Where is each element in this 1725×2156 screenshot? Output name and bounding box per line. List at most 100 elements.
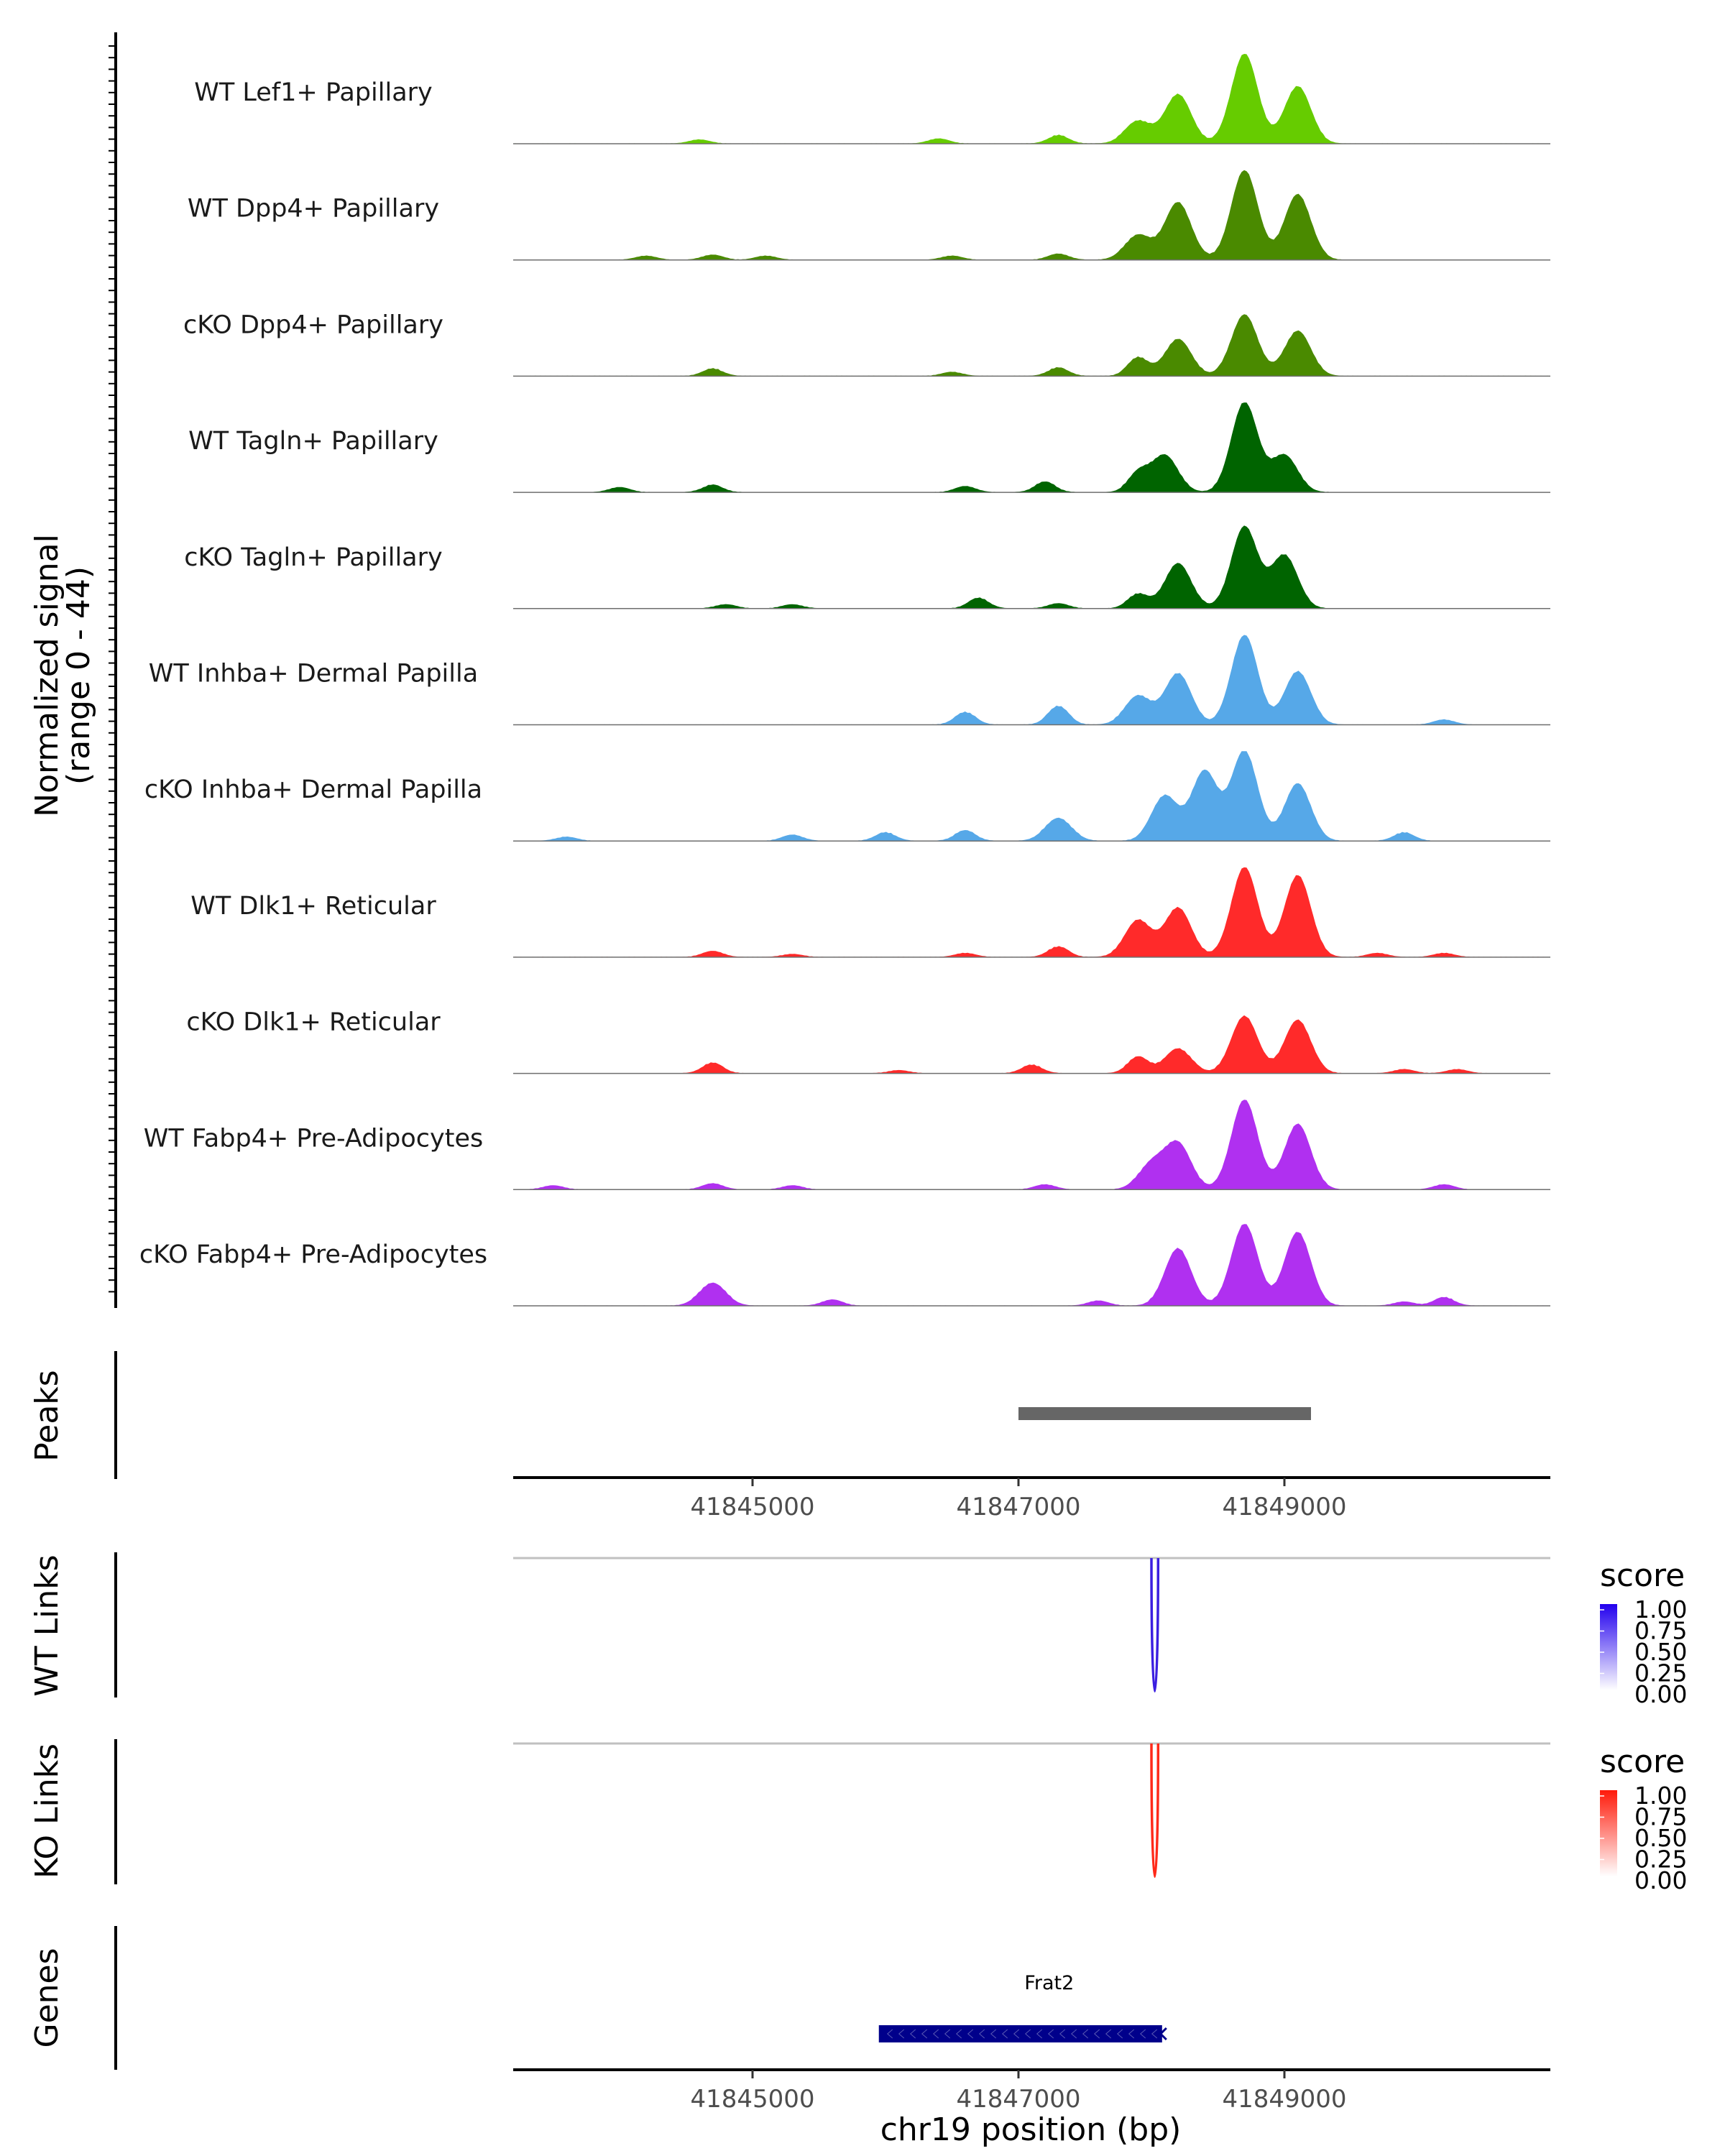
coverage-area — [513, 54, 1550, 144]
legend-tick-label: 0.00 — [1634, 1680, 1687, 1708]
coverage-tracks: WT Lef1+ Papillary WT Dpp4+ Papillary cKO … — [139, 54, 1550, 1307]
genes-track: Frat2 — [878, 1972, 1167, 2042]
coverage-track: WT Tagln+ Papillary — [188, 402, 1550, 493]
x-tick-label: 41845000 — [690, 1493, 814, 1521]
coverage-track: WT Dlk1+ Reticular — [190, 867, 1550, 958]
coverage-area — [513, 525, 1550, 609]
strand-chevron — [1082, 2029, 1089, 2039]
link-arc — [1150, 1557, 1160, 1692]
coverage-area — [513, 635, 1550, 725]
strand-chevron — [944, 2029, 951, 2039]
legend-tick-label: 0.75 — [1634, 1617, 1687, 1645]
strand-chevron — [955, 2029, 962, 2039]
legend-tick-label: 1.00 — [1634, 1595, 1687, 1623]
strand-chevron — [1151, 2029, 1158, 2039]
coverage-track: WT Inhba+ Dermal Papilla — [149, 635, 1550, 726]
coverage-area — [513, 867, 1550, 957]
coverage-track-label: cKO Tagln+ Papillary — [184, 543, 443, 572]
legend-colorbar — [1600, 1604, 1617, 1690]
wt-links-score-legend: score 1.000.750.500.250.00 — [1600, 1557, 1687, 1708]
strand-chevron — [898, 2029, 905, 2039]
coverage-area — [513, 170, 1550, 260]
coverage-track-label: WT Dlk1+ Reticular — [190, 892, 436, 921]
coverage-track-label: cKO Inhba+ Dermal Papilla — [144, 775, 482, 804]
strand-chevron — [1001, 2029, 1008, 2039]
coverage-area — [513, 1224, 1550, 1306]
coverage-track: cKO Dlk1+ Reticular — [186, 1008, 1550, 1074]
strand-chevron — [886, 2029, 893, 2039]
strand-chevron — [1116, 2029, 1123, 2039]
coverage-ylabel-line2: (range 0 - 44) — [60, 566, 97, 785]
gene-end-marker — [1159, 2027, 1167, 2041]
strand-chevron — [967, 2029, 974, 2039]
strand-chevron — [1093, 2029, 1100, 2039]
coverage-track-label: cKO Dpp4+ Papillary — [183, 310, 443, 339]
coverage-track: cKO Fabp4+ Pre-Adipocytes — [139, 1224, 1550, 1307]
legend-tick-label: 0.25 — [1634, 1846, 1687, 1874]
ko-links-track-label: KO Links — [29, 1743, 65, 1879]
strand-chevron — [932, 2029, 939, 2039]
coverage-track: WT Dpp4+ Papillary — [188, 170, 1550, 261]
coverage-track-label: cKO Fabp4+ Pre-Adipocytes — [139, 1240, 487, 1269]
strand-chevron — [990, 2029, 997, 2039]
genes-track-label: Genes — [29, 1948, 65, 2047]
peaks-track — [1018, 1407, 1311, 1420]
strand-chevron — [1105, 2029, 1112, 2039]
coverage-track-label: WT Fabp4+ Pre-Adipocytes — [144, 1124, 483, 1153]
coverage-track-label: cKO Dlk1+ Reticular — [186, 1008, 441, 1037]
strand-chevron — [1036, 2029, 1043, 2039]
coverage-area — [513, 402, 1550, 493]
coverage-y-axis-ticks — [109, 45, 116, 1293]
wt-links-track — [513, 1557, 1550, 1692]
x-tick-label: 41849000 — [1222, 1493, 1346, 1521]
legend-tick-label: 0.25 — [1634, 1659, 1687, 1687]
legend-colorbar — [1600, 1790, 1617, 1876]
coverage-track: WT Fabp4+ Pre-Adipocytes — [144, 1100, 1550, 1191]
coverage-ylabel-line1: Normalized signal — [29, 534, 65, 817]
ko-links-score-legend: score 1.000.750.500.250.00 — [1600, 1743, 1687, 1894]
x-tick-label: 41847000 — [956, 1493, 1080, 1521]
ko-legend-title: score — [1600, 1743, 1685, 1780]
peak-bar — [1018, 1407, 1311, 1420]
legend-tick-label: 1.00 — [1634, 1782, 1687, 1810]
legend-tick-label: 0.00 — [1634, 1866, 1687, 1894]
strand-chevron — [1013, 2029, 1020, 2039]
coverage-track: cKO Inhba+ Dermal Papilla — [144, 751, 1550, 842]
strand-chevron — [921, 2029, 928, 2039]
coverage-track: cKO Tagln+ Papillary — [184, 525, 1550, 609]
strand-chevron — [1128, 2029, 1135, 2039]
legend-tick-label: 0.50 — [1634, 1638, 1687, 1666]
coverage-track-label: WT Lef1+ Papillary — [194, 78, 433, 107]
strand-chevron — [1047, 2029, 1054, 2039]
coverage-area — [513, 751, 1550, 842]
wt-links-track-label: WT Links — [29, 1554, 65, 1696]
peaks-track-label: Peaks — [29, 1370, 65, 1461]
gene-body — [878, 2025, 1162, 2042]
gene-name-label: Frat2 — [1024, 1972, 1074, 1994]
strand-chevron — [1139, 2029, 1146, 2039]
x-tick-label: 41849000 — [1222, 2085, 1346, 2114]
coverage-area — [513, 1100, 1550, 1190]
legend-tick-label: 0.50 — [1634, 1824, 1687, 1852]
ko-links-track — [513, 1742, 1550, 1878]
strand-chevron — [978, 2029, 985, 2039]
x-axis-title: chr19 position (bp) — [880, 2111, 1182, 2148]
coverage-track: cKO Dpp4+ Papillary — [183, 310, 1550, 377]
coverage-track-label: WT Inhba+ Dermal Papilla — [149, 660, 478, 688]
coverage-track-label: WT Dpp4+ Papillary — [188, 195, 439, 224]
legend-tick-label: 0.75 — [1634, 1803, 1687, 1831]
link-arc — [1150, 1743, 1160, 1878]
strand-chevron — [909, 2029, 916, 2039]
coverage-area — [513, 1015, 1550, 1074]
x-axis-peaks: 41845000 41847000 41849000 — [513, 1476, 1550, 1521]
coverage-track: WT Lef1+ Papillary — [194, 54, 1550, 144]
x-tick-label: 41845000 — [690, 2085, 814, 2114]
x-tick-label: 41847000 — [956, 2085, 1080, 2114]
wt-legend-title: score — [1600, 1557, 1685, 1594]
coverage-area — [513, 314, 1550, 377]
strand-chevron — [1059, 2029, 1066, 2039]
strand-chevron — [1024, 2029, 1031, 2039]
strand-chevron — [1070, 2029, 1077, 2039]
coverage-track-label: WT Tagln+ Papillary — [188, 427, 438, 456]
